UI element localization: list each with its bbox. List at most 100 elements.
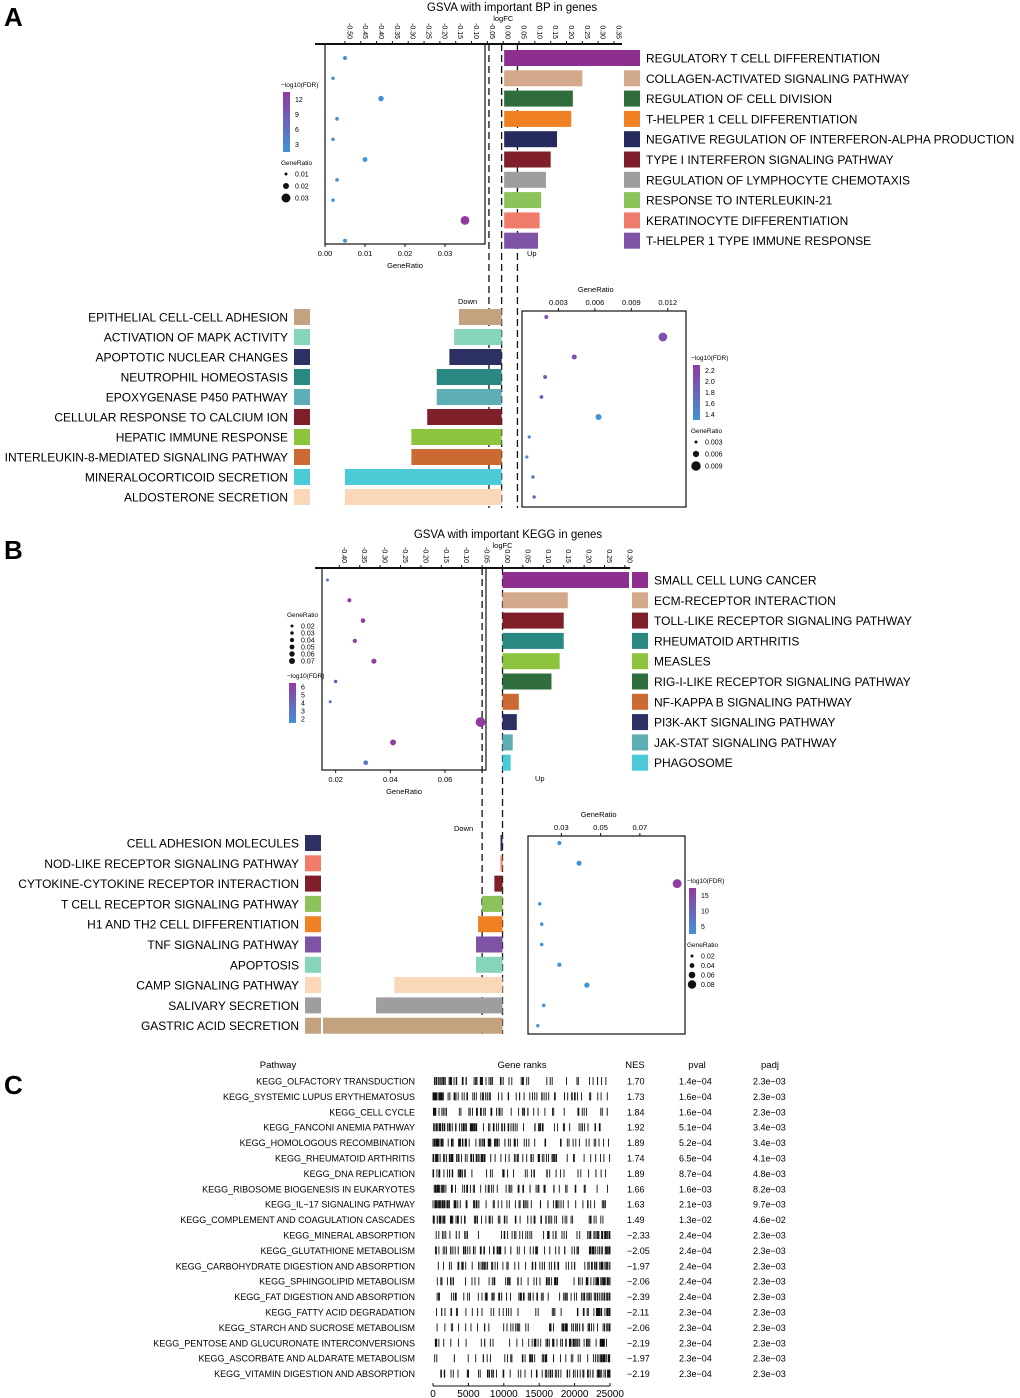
up-ratio-legend-label: 0.06 — [301, 652, 315, 659]
down-legend-key — [294, 309, 310, 325]
row-pval: 2.4e−04 — [679, 1292, 712, 1302]
down-dot — [557, 962, 562, 967]
row-pathway: KEGG_ASCORBATE AND ALDARATE METABOLISM — [198, 1354, 415, 1364]
row-pval: 2.4e−04 — [679, 1231, 712, 1241]
gene-rank-tick-label: 10000 — [490, 1389, 518, 1398]
up-bar — [502, 673, 552, 690]
col-header-pval: pval — [688, 1060, 705, 1071]
up-pathway-label: T-HELPER 1 CELL DIFFERENTIATION — [646, 112, 857, 126]
row-pval: 1.6e−04 — [679, 1107, 712, 1117]
row-pathway: KEGG_MINERAL ABSORPTION — [283, 1231, 415, 1241]
down-dot-xlabel: GeneRatio — [578, 285, 614, 294]
logfc-tick-label: -0.05 — [488, 23, 495, 39]
up-fdr-legend-title: −log10(FDR) — [281, 82, 318, 89]
up-bar — [504, 131, 558, 148]
row-padj: 4.6e−02 — [753, 1215, 786, 1225]
down-ratio-legend-label: 0.003 — [705, 440, 723, 447]
up-legend-key — [624, 192, 640, 209]
down-pathway-label: CYTOKINE-CYTOKINE RECEPTOR INTERACTION — [18, 877, 299, 891]
up-bar — [502, 653, 560, 670]
up-dot — [371, 658, 377, 664]
down-pathway-label: NEUTROPHIL HOMEOSTASIS — [121, 371, 288, 385]
down-ratio-legend-label: 0.08 — [701, 982, 715, 989]
up-pathway-label: NEGATIVE REGULATION OF INTERFERON-ALPHA … — [646, 133, 1014, 147]
up-label: Up — [527, 249, 537, 258]
up-ratio-legend-dot — [283, 183, 289, 189]
row-pathway: KEGG_HOMOLOGOUS RECOMBINATION — [240, 1138, 415, 1148]
logfc-tick-label: 0.20 — [585, 549, 592, 563]
up-legend-key — [624, 90, 640, 107]
up-dot — [325, 578, 329, 582]
down-ratio-legend-dot — [689, 963, 695, 968]
down-legend-key — [294, 469, 310, 485]
gene-rank-barcode — [434, 1338, 607, 1347]
col-header-gene-ranks: Gene ranks — [497, 1060, 546, 1071]
down-legend-key — [305, 977, 321, 994]
up-ratio-legend-dot — [281, 193, 291, 203]
up-legend-key — [632, 612, 648, 629]
up-pathway-label: ECM-RECEPTOR INTERACTION — [654, 594, 836, 608]
chart-title: GSVA with important KEGG in genes — [414, 529, 603, 541]
up-ratio-legend-label: 0.03 — [301, 631, 315, 638]
logfc-tick-label: 0.00 — [504, 25, 511, 39]
row-pathway: KEGG_FANCONI ANEMIA PATHWAY — [263, 1123, 415, 1133]
down-legend-key — [305, 835, 321, 851]
gsea-table: Pathway Gene ranks NES pval padj KEGG_OLFACTO… — [153, 1060, 786, 1398]
up-bar — [504, 151, 551, 168]
down-pathway-label: GASTRIC ACID SECRETION — [141, 1019, 299, 1033]
up-pathway-label: T-HELPER 1 TYPE IMMUNE RESPONSE — [646, 234, 871, 248]
row-pathway: KEGG_CELL CYCLE — [329, 1107, 415, 1117]
row-nes: 1.84 — [627, 1107, 645, 1117]
up-ratio-legend-label: 0.04 — [301, 638, 315, 645]
row-nes: −2.19 — [627, 1369, 650, 1379]
row-nes: −2.11 — [627, 1308, 649, 1318]
up-pathway-label: TYPE I INTERFERON SIGNALING PATHWAY — [646, 153, 894, 167]
down-pathway-label: SALIVARY SECRETION — [168, 999, 299, 1013]
row-pval: 1.3e−02 — [679, 1215, 712, 1225]
gene-rank-barcode — [436, 1323, 611, 1332]
up-ratio-legend-label: 0.03 — [295, 196, 309, 203]
up-dot — [335, 117, 339, 121]
down-bar — [500, 835, 503, 851]
down-ratio-legend-title: GeneRatio — [687, 942, 718, 949]
row-pathway: KEGG_COMPLEMENT AND COAGULATION CASCADES — [180, 1215, 415, 1225]
row-nes: −2.33 — [627, 1231, 650, 1241]
logfc-tick-label: -0.05 — [483, 547, 490, 563]
logfc-tick-label: -0.50 — [345, 23, 352, 39]
logfc-tick-label: 0.05 — [523, 549, 530, 563]
up-dot-tick-label: 0.01 — [358, 249, 373, 258]
row-nes: −2.06 — [627, 1277, 650, 1287]
down-dot-box — [521, 310, 687, 508]
row-pval: 2.4e−04 — [679, 1277, 712, 1287]
logfc-tick-label: 0.25 — [583, 25, 590, 39]
chart-title: GSVA with important BP in genes — [427, 2, 597, 14]
row-pval: 5.1e−04 — [679, 1123, 712, 1133]
up-bar — [504, 90, 573, 107]
down-pathway-label: CELLULAR RESPONSE TO CALCIUM ION — [54, 411, 288, 425]
row-nes: −1.97 — [627, 1354, 650, 1364]
down-pathway-label: INTERLEUKIN-8-MEDIATED SIGNALING PATHWAY — [5, 451, 288, 465]
down-bar — [376, 997, 503, 1014]
down-pathway-label: T CELL RECEPTOR SIGNALING PATHWAY — [61, 897, 299, 911]
up-dot-tick-label: 0.02 — [398, 249, 413, 258]
down-bar — [427, 409, 502, 425]
row-pval: 2.3e−04 — [679, 1338, 712, 1348]
down-fdr-legend-tick: 5 — [701, 924, 705, 931]
up-dot-tick-label: 0.06 — [438, 775, 453, 784]
row-nes: 1.73 — [627, 1092, 645, 1102]
up-dot — [475, 717, 486, 727]
gene-rank-barcode — [432, 1138, 609, 1147]
down-dot-tick-label: 0.012 — [658, 298, 677, 307]
up-ratio-legend-label: 0.05 — [301, 645, 315, 652]
logfc-tick-label: 0.05 — [520, 25, 527, 39]
row-pval: 2.3e−04 — [679, 1308, 712, 1318]
row-pathway: KEGG_SPHINGOLIPID METABOLISM — [259, 1277, 415, 1287]
up-ratio-legend-dot — [290, 631, 294, 635]
row-padj: 2.3e−03 — [753, 1308, 786, 1318]
gene-rank-barcode — [436, 1308, 611, 1316]
row-padj: 2.3e−03 — [753, 1092, 786, 1102]
up-pathway-label: RESPONSE TO INTERLEUKIN-21 — [646, 194, 833, 208]
up-pathway-label: REGULATION OF CELL DIVISION — [646, 92, 832, 106]
row-padj: 2.3e−03 — [753, 1292, 786, 1302]
up-ratio-legend-dot — [290, 624, 294, 628]
